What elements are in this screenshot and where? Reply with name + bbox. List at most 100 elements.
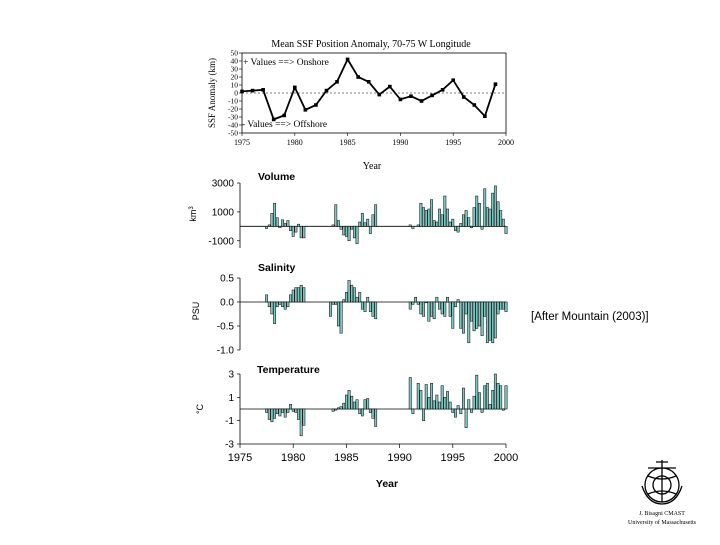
ssf-point (419, 99, 424, 103)
temperature-bar (462, 387, 465, 410)
salinity-bar (363, 301, 367, 312)
ssf-ytick-label: -20 (228, 105, 238, 114)
salinity-bar (270, 301, 274, 315)
temperature-bar (416, 383, 420, 410)
temperature-bar (270, 408, 274, 423)
salinity-bar (440, 301, 444, 315)
salinity-panel: Salinity PSU 0.5 0.0 -0.5 -1.0 (191, 262, 508, 357)
salinity-bar (414, 296, 417, 303)
temperature-bar (352, 401, 356, 410)
salinity-bar (374, 301, 378, 320)
volume-bar (368, 226, 372, 234)
temperature-bar (299, 408, 303, 437)
salinity-bar (488, 301, 492, 341)
temperature-bar (363, 399, 367, 410)
volume-bar (491, 192, 495, 227)
ssf-annotation-offshore: - Values ==> Offshore (242, 119, 327, 130)
salinity-ytick-label: -0.5 (217, 322, 235, 333)
salinity-bar (368, 301, 372, 312)
volume-bar (374, 204, 378, 227)
temperature-bar (334, 408, 338, 411)
volume-panel: Volume km3 3000 1000 -1000 (188, 171, 508, 248)
ssf-point (335, 80, 339, 84)
ssf-point (293, 85, 297, 90)
temperature-bar (337, 407, 340, 410)
temperature-bar (374, 408, 378, 427)
temperature-bar (470, 408, 473, 413)
temperature-bar (491, 390, 495, 410)
temperature-bar (286, 408, 290, 413)
salinity-bar (477, 301, 481, 327)
volume-bar (427, 208, 431, 227)
temperature-bar (485, 383, 489, 410)
ssf-point (261, 88, 265, 92)
salinity-bar (499, 301, 503, 310)
volume-bar (430, 199, 433, 227)
salinity-bar (329, 301, 332, 317)
ssf-ytick-label: -40 (228, 121, 238, 130)
volume-bar (501, 218, 505, 227)
ssf-point (472, 103, 477, 107)
salinity-bar (504, 301, 508, 312)
logo-line1: J. Bisagni CMAST (639, 511, 685, 517)
temperature-xtick-label: 1975 (228, 452, 252, 464)
volume-bar (371, 214, 375, 227)
volume-bar (493, 185, 497, 227)
ssf-ytick-label: 30 (231, 65, 239, 74)
temperature-bar (358, 408, 362, 414)
volume-bar (352, 226, 356, 239)
salinity-bar (273, 301, 277, 324)
salinity-bar (459, 301, 463, 329)
salinity-bar (454, 301, 457, 308)
temperature-xtick-label: 1985 (334, 452, 358, 464)
salinity-bar (501, 301, 505, 310)
volume-bar (496, 201, 500, 227)
ssf-ytick-label: 20 (231, 73, 239, 82)
temperature-bar (440, 385, 444, 410)
salinity-title: Salinity (258, 262, 296, 274)
ssf-ytick-label: 10 (231, 81, 239, 90)
temperature-bar (448, 401, 452, 410)
logo-line2: University of Massachusetts (628, 519, 697, 526)
salinity-bar (339, 301, 343, 334)
volume-bar (363, 222, 367, 227)
temperature-bar (302, 408, 306, 426)
temperature-bar (331, 408, 335, 412)
volume-bar (432, 220, 436, 227)
temperature-bar (430, 383, 433, 410)
volume-bar (472, 207, 476, 227)
volume-bar (265, 226, 269, 229)
temperature-bar (456, 405, 460, 410)
ssf-point (345, 57, 350, 62)
volume-bar (286, 220, 290, 227)
volume-bar (297, 223, 300, 227)
volume-bar (270, 213, 274, 227)
temperature-bar (289, 404, 292, 410)
salinity-bar (427, 301, 431, 322)
salinity-bar (424, 301, 428, 304)
temperature-bar (454, 408, 457, 418)
ssf-ylabel: SSF Anomaly (km) (207, 58, 217, 128)
salinity-bar (267, 301, 271, 308)
ssf-title: Mean SSF Position Anomaly, 70-75 W Longi… (271, 39, 471, 50)
salinity-bar (491, 301, 495, 344)
volume-bar (467, 217, 471, 227)
ssf-xtick-label: 1990 (392, 138, 408, 147)
volume-ytick-label: 1000 (212, 207, 235, 218)
temperature-bar (443, 397, 447, 410)
temperature-bar (344, 394, 348, 410)
volume-bar (355, 226, 359, 244)
salinity-bar (446, 296, 449, 303)
salinity-bar (366, 296, 370, 303)
temperature-bar (424, 384, 428, 410)
anchor-seal-icon (641, 460, 683, 505)
salinity-bar (278, 301, 282, 305)
salinity-bar (371, 301, 375, 317)
volume-bar (459, 223, 463, 227)
salinity-ytick-label: -1.0 (217, 346, 235, 357)
volume-bar (454, 226, 457, 231)
salinity-bar (297, 287, 300, 303)
temperature-bar (291, 408, 295, 412)
temperature-xtick-label: 1990 (387, 452, 411, 464)
salinity-bar (438, 301, 441, 310)
